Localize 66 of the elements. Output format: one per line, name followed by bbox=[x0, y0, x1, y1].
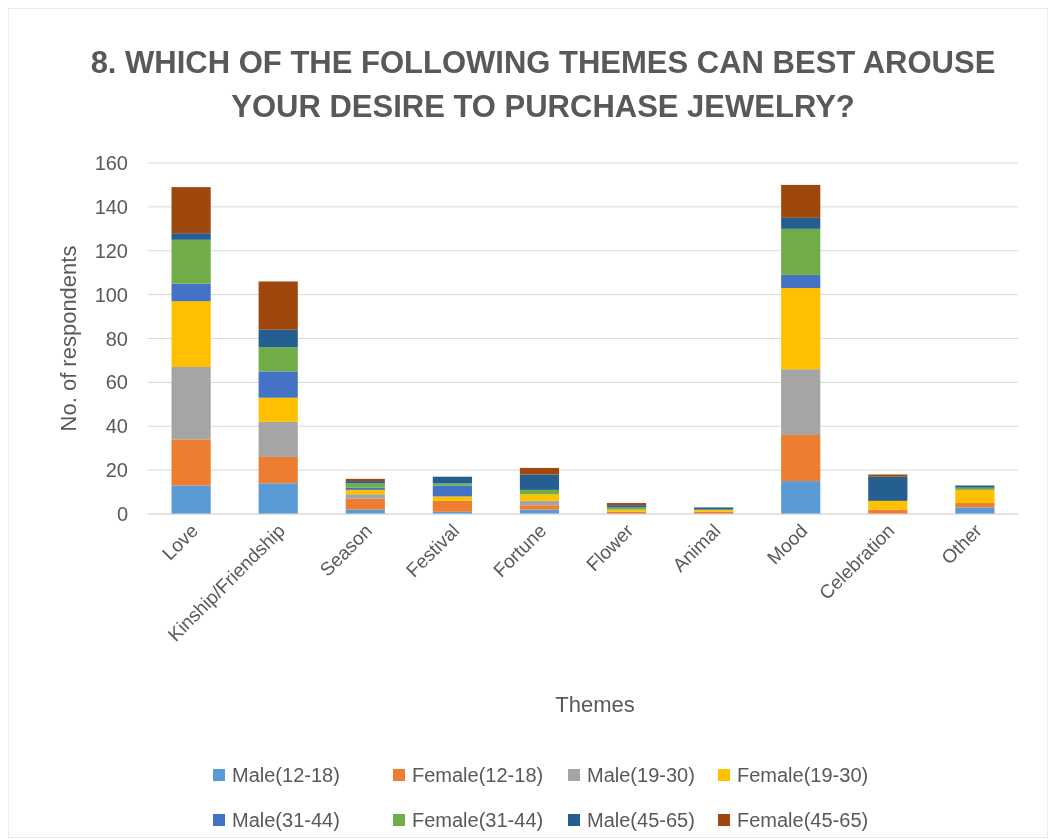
bar bbox=[345, 483, 385, 488]
bar bbox=[519, 505, 560, 510]
bar bbox=[868, 476, 908, 501]
y-tick-label: 120 bbox=[94, 239, 128, 262]
y-tick-label: 100 bbox=[94, 283, 128, 306]
y-axis-title: No. of respondents bbox=[56, 245, 81, 432]
legend-label: Male(45-65) bbox=[587, 809, 695, 831]
legend-label: Male(12-18) bbox=[232, 764, 340, 786]
bar bbox=[955, 489, 995, 504]
bar bbox=[781, 217, 821, 229]
legend-label: Female(45-65) bbox=[737, 809, 869, 831]
chart-title: 8. WHICH OF THE FOLLOWING THEMES CAN BEST AROUSE YOUR DESIRE TO PURCHASE JEWELRY? bbox=[90, 45, 996, 124]
bar bbox=[171, 439, 211, 486]
bar bbox=[519, 500, 560, 506]
legend-label: Female(19-30) bbox=[737, 764, 869, 786]
y-tick-label: 60 bbox=[105, 371, 128, 394]
bar bbox=[345, 487, 385, 490]
legend-label: Male(19-30) bbox=[587, 764, 695, 786]
bar bbox=[171, 367, 211, 440]
y-tick-label: 80 bbox=[105, 327, 128, 350]
bar bbox=[171, 187, 211, 234]
bar bbox=[868, 474, 908, 477]
legend-label: Female(12-18) bbox=[412, 764, 544, 786]
bar bbox=[258, 421, 298, 457]
bar bbox=[955, 503, 995, 508]
bar bbox=[345, 494, 385, 499]
bar bbox=[519, 474, 560, 490]
bar bbox=[258, 281, 298, 330]
x-axis-title: Themes bbox=[555, 692, 635, 717]
bar bbox=[519, 467, 560, 475]
bar bbox=[258, 483, 298, 514]
bar bbox=[171, 301, 211, 368]
bar bbox=[432, 483, 472, 486]
bar bbox=[781, 274, 821, 289]
bar bbox=[432, 496, 472, 501]
bar bbox=[171, 485, 211, 514]
legend-label: Male(31-44) bbox=[232, 809, 340, 831]
bar bbox=[781, 369, 821, 436]
bar bbox=[781, 481, 821, 514]
y-tick-label: 20 bbox=[105, 459, 128, 482]
bar bbox=[781, 435, 821, 482]
bar bbox=[868, 500, 908, 510]
bar bbox=[258, 347, 298, 372]
legend-label: Female(31-44) bbox=[412, 809, 544, 831]
bar bbox=[345, 489, 385, 495]
bar bbox=[432, 485, 472, 497]
bar bbox=[258, 456, 298, 484]
bar bbox=[345, 498, 385, 510]
y-tick-label: 40 bbox=[105, 415, 128, 438]
bar bbox=[171, 239, 211, 284]
bar bbox=[519, 489, 560, 495]
bar bbox=[781, 288, 821, 370]
bar bbox=[171, 233, 211, 240]
y-tick-label: 140 bbox=[94, 195, 128, 218]
bar bbox=[781, 184, 821, 218]
bar bbox=[432, 500, 472, 512]
bar bbox=[432, 476, 472, 484]
bar bbox=[955, 507, 995, 514]
bar bbox=[781, 228, 821, 275]
y-tick-label: 160 bbox=[94, 152, 128, 174]
bar bbox=[258, 329, 298, 348]
bar bbox=[258, 397, 298, 422]
bar bbox=[258, 371, 298, 398]
bar bbox=[171, 283, 211, 302]
y-tick-label: 0 bbox=[116, 503, 128, 525]
bar bbox=[519, 494, 560, 501]
